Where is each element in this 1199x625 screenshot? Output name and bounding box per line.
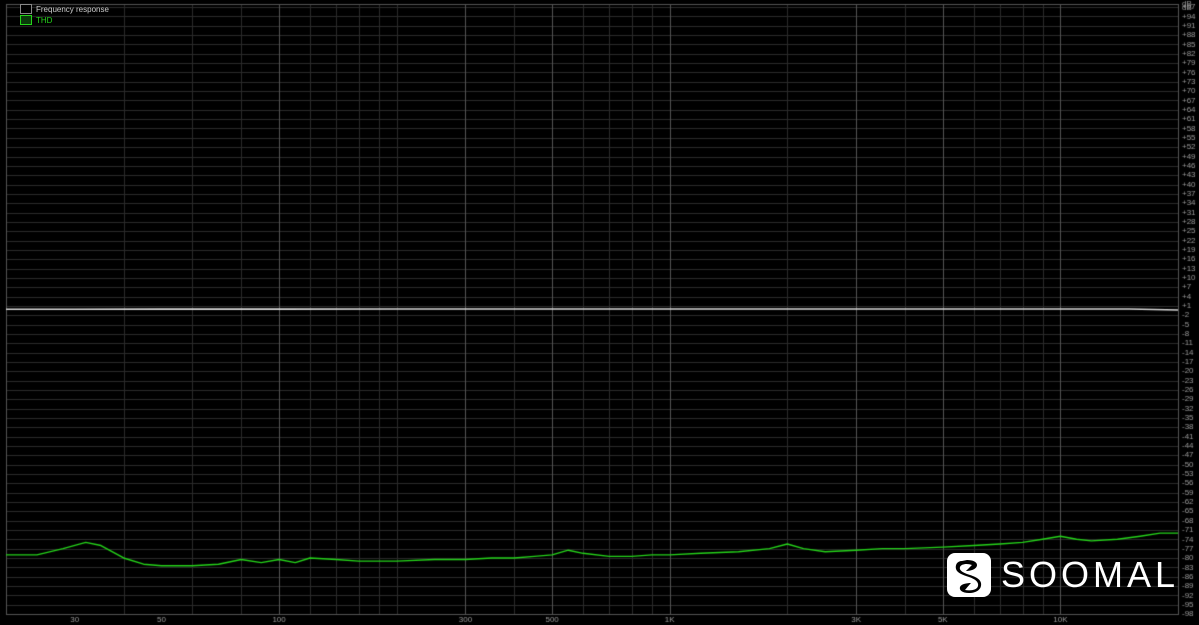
legend-swatch-icon — [20, 15, 32, 25]
soomal-watermark: SOOMAL — [947, 553, 1179, 597]
legend-item-frequency-response: Frequency response — [20, 4, 109, 14]
frequency-response-chart — [0, 0, 1199, 625]
legend-label: Frequency response — [36, 5, 109, 14]
legend-item-thd: THD — [20, 15, 109, 25]
chart-legend: Frequency response THD — [20, 4, 109, 25]
legend-label: THD — [36, 16, 52, 25]
legend-swatch-icon — [20, 4, 32, 14]
watermark-text: SOOMAL — [1001, 554, 1179, 596]
soomal-logo-icon — [947, 553, 991, 597]
